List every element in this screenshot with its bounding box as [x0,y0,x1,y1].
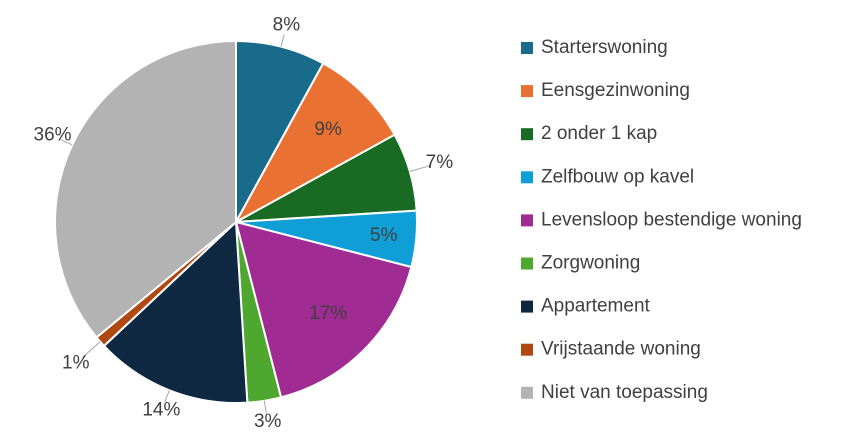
legend-label: Niet van toepassing [541,382,708,403]
leader-line [82,341,101,358]
leader-line [60,139,73,146]
legend-label: Levensloop bestendige woning [541,209,802,230]
legend-swatch [521,257,533,270]
legend-label: Zorgwoning [541,253,640,274]
legend-swatch [521,386,533,399]
legend-label: Appartement [541,296,651,317]
pie-slice [233,62,396,225]
leader-line [280,34,285,47]
pie-slice [234,220,413,399]
data-label: 8% [273,15,301,36]
leader-line [164,390,170,403]
data-label: 5% [370,225,398,246]
data-label: 3% [254,411,282,432]
data-label: 9% [314,119,342,140]
leader-line [263,400,267,414]
data-label: 1% [62,352,90,373]
legend-label: Vrijstaande woning [541,339,701,360]
legend-swatch [521,128,533,141]
data-label: 7% [426,152,454,173]
pie-slice [235,39,325,223]
data-label: 14% [142,399,180,420]
data-label: 36% [34,125,72,146]
data-label: 17% [309,303,347,324]
legend-swatch [521,85,533,98]
legend-swatch [521,214,533,227]
pie-slice [102,219,249,404]
leader-line [409,164,431,172]
legend-label: 2 onder 1 kap [541,123,657,144]
legend-swatch [521,171,533,184]
legend-label: Zelfbouw op kavel [541,166,694,187]
legend-swatch [521,343,533,356]
legend-swatch [521,42,533,54]
legend-swatch [521,300,533,313]
legend-label: Starterswoning [541,37,668,58]
pie-slice [54,39,237,339]
legend-label: Eensgezinwoning [541,80,690,101]
